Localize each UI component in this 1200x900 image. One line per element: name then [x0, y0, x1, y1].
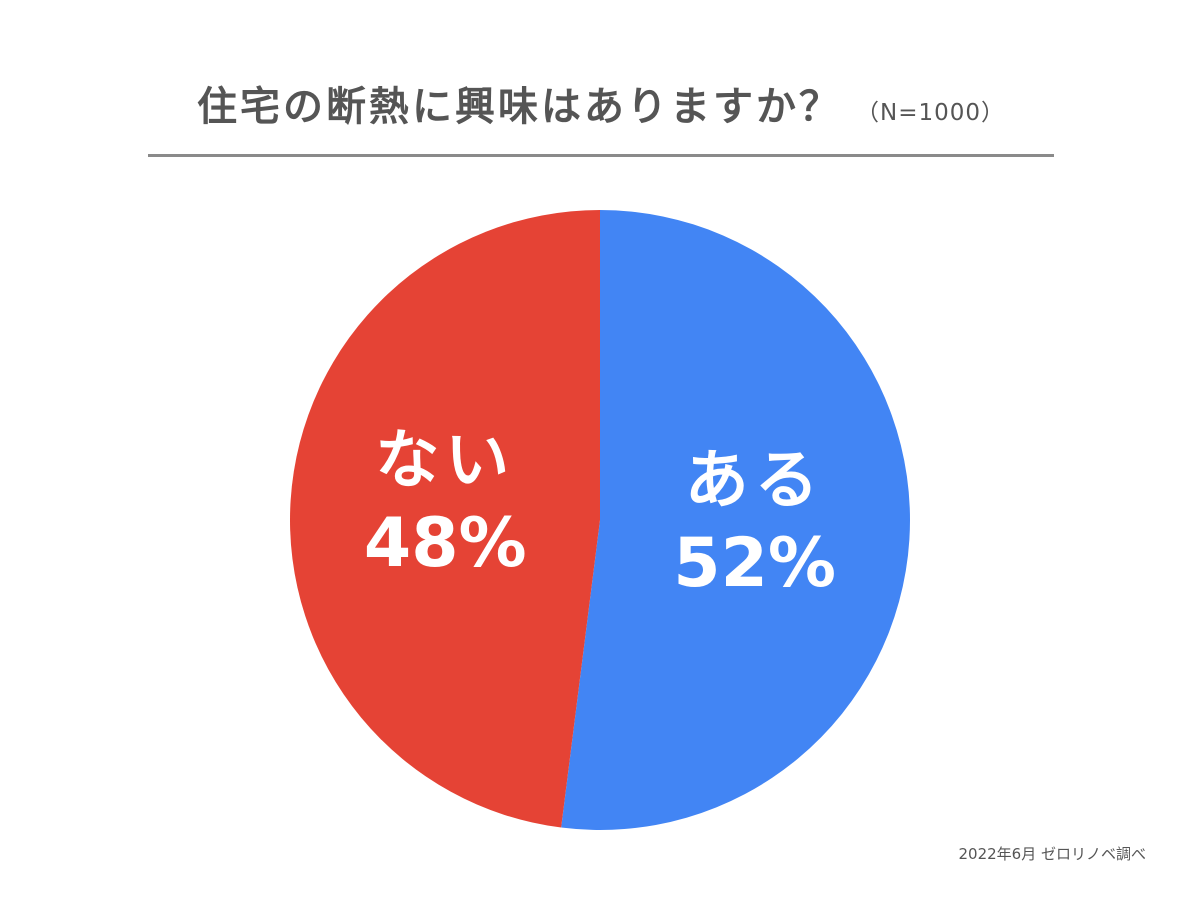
chart-subtitle: （N=1000）: [855, 100, 1005, 126]
pie-slice-1: [290, 210, 600, 828]
slice-category-nai: ない: [375, 424, 516, 499]
slice-label-nai: ない 48%: [315, 422, 575, 588]
source-note: 2022年6月 ゼロリノベ調べ: [958, 845, 1147, 863]
chart-title: 住宅の断熱に興味はありますか？: [196, 84, 842, 130]
pie-slice-0: [561, 209, 911, 830]
slice-label-aru: ある 52%: [625, 442, 885, 608]
slice-category-aru: ある: [684, 443, 825, 518]
chart-title-row: 住宅の断熱に興味はありますか？ （N=1000）: [148, 74, 1054, 138]
slice-value-nai: 48%: [363, 504, 527, 584]
title-divider: [148, 154, 1054, 157]
slice-value-aru: 52%: [673, 523, 837, 603]
